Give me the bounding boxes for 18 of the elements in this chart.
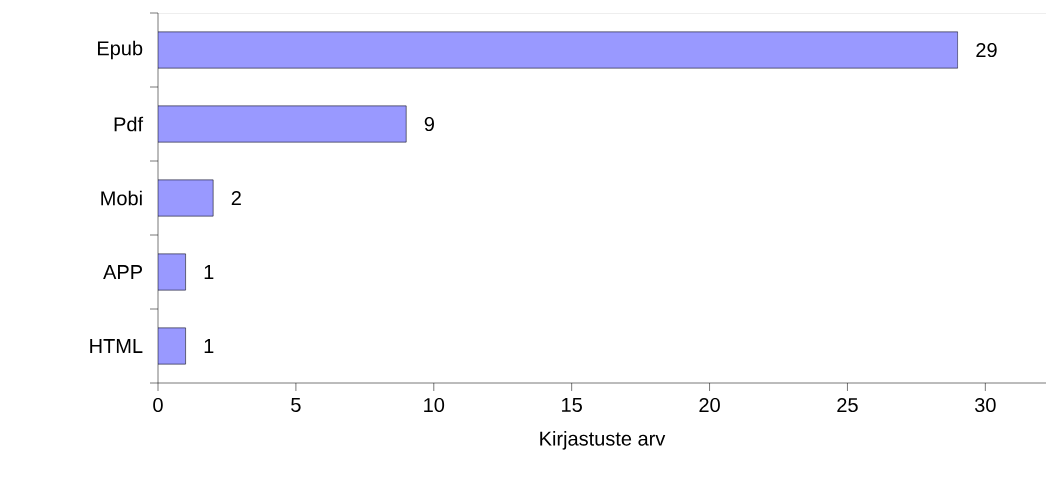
y-tick-label: APP <box>103 265 143 279</box>
x-axis-title: Kirjastuste arv <box>540 431 666 450</box>
x-tick-label: 15 <box>562 397 582 412</box>
data-label: 29 <box>976 42 997 58</box>
data-label: 2 <box>231 191 241 205</box>
x-tick-label: 0 <box>153 397 163 413</box>
y-tick-label: Epub <box>97 40 143 60</box>
data-label: 1 <box>204 339 214 353</box>
x-tick-label: 25 <box>837 397 858 413</box>
x-tick-label: 30 <box>974 397 996 413</box>
x-tick-label: 10 <box>424 397 445 413</box>
y-tick-label: Pdf <box>114 116 144 132</box>
y-tick-label: HTML <box>90 339 143 353</box>
y-tick-label: Mobi <box>101 190 142 206</box>
x-tick-label: 5 <box>291 397 301 412</box>
data-label: 9 <box>424 116 434 132</box>
x-tick-label: 20 <box>699 397 720 413</box>
data-label: 1 <box>204 265 214 279</box>
